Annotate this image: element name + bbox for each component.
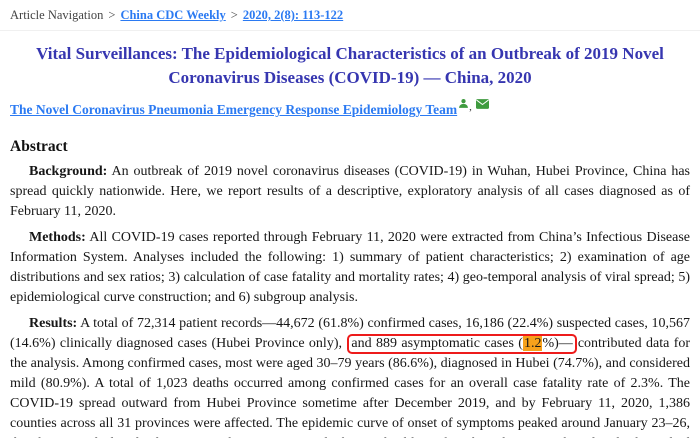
breadcrumb-link-journal[interactable]: China CDC Weekly	[120, 8, 226, 22]
background-label: Background:	[29, 164, 108, 180]
author-row: The Novel Coronavirus Pneumonia Emergenc…	[10, 99, 690, 118]
methods-text: All COVID-19 cases reported through Febr…	[10, 230, 690, 306]
breadcrumb-separator: >	[108, 8, 116, 22]
boxed-text-post: %)—	[542, 336, 573, 352]
highlighted-value: 1.2	[522, 336, 543, 352]
page-title: Vital Surveillances: The Epidemiological…	[36, 44, 664, 88]
breadcrumb-link-issue[interactable]: 2020, 2(8): 113-122	[242, 8, 344, 22]
results-intro-text: A total of 72,314 patient records—44,672…	[10, 316, 690, 352]
breadcrumb-separator: >	[230, 8, 238, 22]
author-icon-separator: ,	[469, 101, 472, 114]
email-icon[interactable]	[476, 99, 490, 110]
author-team-link[interactable]: The Novel Coronavirus Pneumonia Emergenc…	[10, 102, 458, 118]
breadcrumb: Article Navigation > China CDC Weekly >2020…	[10, 5, 690, 23]
paragraph-background: Background: An outbreak of 2019 novel co…	[10, 162, 690, 222]
author-person-icon	[458, 98, 469, 109]
boxed-text-pre: and 889 asymptomatic cases (	[351, 336, 523, 352]
breadcrumb-label: Article Navigation	[10, 8, 104, 22]
paragraph-results: Results: A total of 72,314 patient recor…	[10, 314, 690, 438]
methods-label: Methods:	[29, 230, 86, 246]
header-divider	[0, 30, 700, 31]
paragraph-methods: Methods: All COVID-19 cases reported thr…	[10, 228, 690, 308]
annotation-red-box: and 889 asymptomatic cases (1.2%)—	[347, 334, 577, 355]
abstract-heading: Abstract	[10, 138, 68, 156]
background-text: An outbreak of 2019 novel coronavirus di…	[10, 164, 690, 220]
results-label: Results:	[29, 316, 78, 332]
results-rest-text: contributed data for the analysis. Among…	[10, 336, 691, 438]
